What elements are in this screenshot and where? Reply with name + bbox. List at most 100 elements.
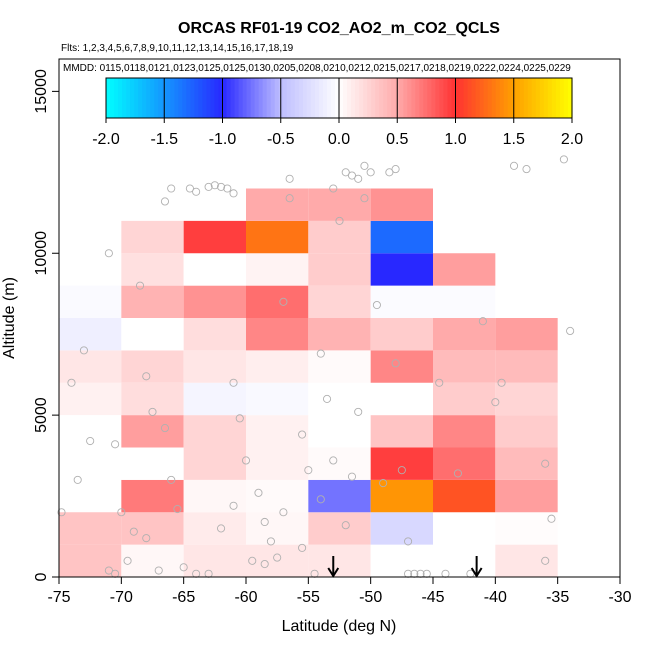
observation-point (509, 161, 519, 170)
heatmap-cell (246, 350, 309, 383)
heatmap-cell (495, 447, 558, 480)
colorbar-segment (130, 78, 135, 118)
heatmap-cell (59, 544, 122, 577)
heatmap-cell (370, 220, 433, 254)
colorbar-segment (555, 78, 561, 118)
heatmap-cell (183, 512, 246, 545)
observation-point (217, 182, 226, 191)
colorbar-segment (306, 78, 312, 118)
colorbar-segment (238, 78, 244, 118)
colorbar-segment (250, 78, 256, 118)
colorbar-segment (355, 78, 360, 118)
observation-point (335, 216, 344, 225)
x-tick-label: -45 (421, 589, 444, 606)
y-tick-label: 15000 (33, 69, 50, 114)
colorbar-tick-label: 0.0 (328, 131, 350, 148)
colorbar-tick-label: -2.0 (92, 131, 120, 148)
colorbar-segment (399, 78, 404, 118)
heatmap-cell (121, 350, 184, 383)
heatmap-cell (308, 479, 371, 513)
colorbar-segment (431, 78, 437, 118)
colorbar-segment (294, 78, 300, 118)
observation-point (298, 430, 307, 439)
x-axis: -75 -70 -65 -60 -55 -50 -45 -40 -35 -30 (47, 576, 632, 606)
observation-point (148, 407, 157, 416)
heatmap-cell (183, 350, 246, 383)
observation-point (260, 517, 269, 527)
colorbar-segment (158, 78, 163, 118)
heatmap-cell (308, 285, 371, 318)
heatmap-cell (183, 415, 246, 448)
observation-point (273, 553, 282, 562)
colorbar-segment (415, 78, 420, 118)
colorbar-segment (451, 78, 457, 118)
colorbar-segment (363, 78, 368, 118)
heatmap-cell (308, 220, 371, 254)
observation-point (173, 504, 182, 514)
colorbar-segment (423, 78, 428, 118)
heatmap-cell (121, 415, 184, 448)
colorbar-segment (330, 78, 336, 118)
observation-point (279, 297, 288, 306)
colorbar-tick-label: 2.0 (561, 131, 583, 148)
observation-point (285, 174, 294, 183)
heatmap-cell (370, 350, 433, 383)
colorbar-tick-label: -1.5 (150, 131, 178, 148)
colorbar-segment (527, 78, 533, 118)
colorbar-segment (186, 78, 191, 118)
observation-point (192, 187, 201, 196)
y-tick-label: 10000 (33, 231, 50, 276)
observation-point (241, 456, 251, 465)
y-tick-label: 0 (33, 572, 50, 581)
observation-point (154, 566, 163, 575)
colorbar-segment (455, 78, 461, 118)
arrow-down-icon (327, 567, 340, 578)
colorbar-segment (507, 78, 513, 118)
heatmap-cell (433, 479, 496, 513)
colorbar-segment (411, 78, 416, 118)
observation-point (341, 168, 350, 177)
arrow-down-icon (470, 567, 483, 578)
colorbar-segment (347, 78, 352, 118)
heatmap-cell (495, 350, 558, 383)
colorbar-segment (150, 78, 155, 118)
heatmap-cell (495, 512, 558, 545)
colorbar-segment (246, 78, 252, 118)
colorbar-segment (122, 78, 127, 118)
heatmap-cell (433, 447, 496, 480)
observation-point (322, 394, 332, 403)
colorbar-segment (326, 78, 332, 118)
colorbar-segment (138, 78, 143, 118)
colorbar-segment (535, 78, 541, 118)
colorbar-segment (114, 78, 119, 118)
heatmap-cell (370, 415, 433, 448)
colorbar-segment (491, 78, 497, 118)
observation-point (223, 184, 232, 193)
heatmap-cell (308, 382, 371, 416)
heatmap-cell (308, 188, 371, 221)
colorbar-segment (110, 78, 115, 118)
colorbar-segment (371, 78, 376, 118)
observation-point (478, 317, 487, 326)
observation-point (86, 436, 95, 446)
colorbar-segment (543, 78, 549, 118)
colorbar-segment (178, 78, 183, 118)
observation-point (185, 184, 194, 193)
observation-point (522, 165, 531, 174)
y-axis: 0 5000 10000 15000 (33, 69, 60, 581)
flights-label: Flts: 1,2,3,4,5,6,7,8,9,10,11,12,13,14,1… (61, 43, 294, 54)
heatmap-cell (59, 382, 122, 416)
colorbar-segment (146, 78, 151, 118)
heatmap-cell (433, 285, 496, 318)
colorbar-segment (551, 78, 557, 118)
colorbar-segment (495, 78, 501, 118)
heatmap-cell (433, 253, 496, 286)
x-tick-label: -75 (47, 589, 70, 606)
colorbar-segment (403, 78, 408, 118)
colorbar-segment (282, 78, 288, 118)
heatmap-cell (59, 285, 122, 318)
colorbar-segment (419, 78, 424, 118)
heatmap-cell (308, 447, 371, 480)
heatmap-cell (121, 318, 184, 351)
observation-point (360, 161, 369, 170)
